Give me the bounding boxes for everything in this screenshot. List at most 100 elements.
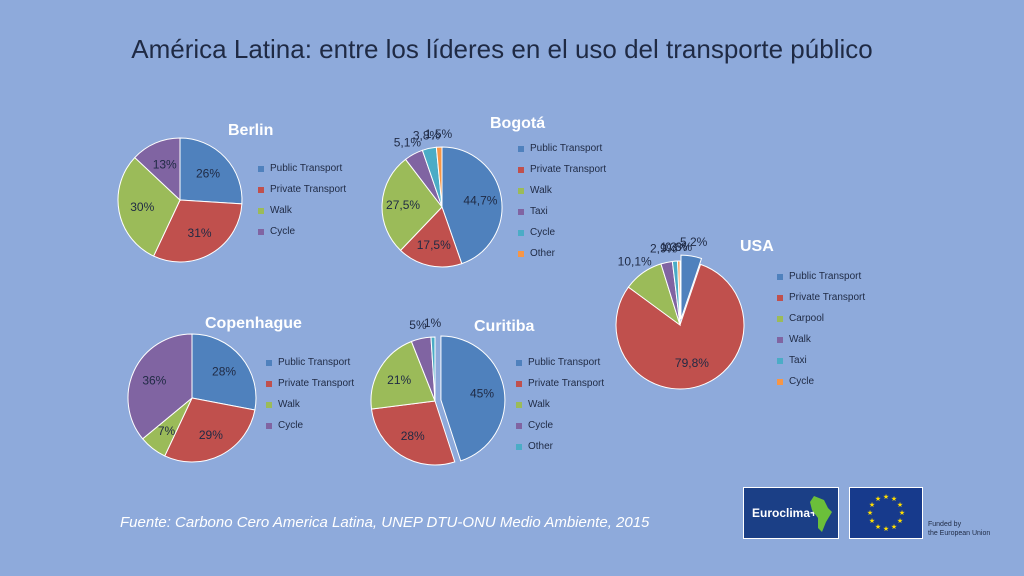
funded-line-1: Funded by (928, 521, 962, 528)
curitiba-legend-item: Cycle (516, 415, 604, 436)
curitiba-slice-walk (370, 340, 436, 410)
copenhague-legend-label: Private Transport (278, 378, 355, 389)
svg-text:★: ★ (883, 525, 889, 533)
curitiba-legend-item: Private Transport (516, 373, 604, 394)
pie-chart-bogota: 44,7% 17,5% 27,5% 5,1%3,8%1,5% (381, 127, 503, 268)
curitiba-legend-label: Private Transport (528, 378, 605, 389)
usa-data-label: 1,3% (660, 240, 688, 254)
usa-data-label: 5,2% (680, 235, 708, 249)
usa-slice-private-transport (615, 263, 745, 390)
curitiba-legend-label: Public Transport (528, 357, 601, 368)
svg-text:★: ★ (867, 509, 873, 517)
berlin-legend-item: Cycle (258, 221, 346, 242)
bogota-data-label: 44,7% (463, 193, 497, 207)
bogota-legend-label: Taxi (530, 206, 548, 217)
svg-text:★: ★ (875, 523, 881, 531)
euroclima-logo-text: Euroclima+ (752, 506, 818, 520)
curitiba-data-label: 1% (424, 316, 442, 330)
usa-data-label: 10,1% (618, 254, 652, 268)
bogota-slice-other (435, 146, 443, 208)
funded-by-eu-text: Funded by the European Union (928, 520, 1008, 538)
copenhague-legend-swatch (266, 359, 272, 366)
usa-legend-item: Cycle (777, 371, 865, 392)
usa-legend-item: Private Transport (777, 287, 865, 308)
copenhague-data-label: 36% (142, 373, 166, 387)
curitiba-legend-item: Public Transport (516, 352, 604, 373)
source-note: Fuente: Carbono Cero America Latina, UNE… (120, 514, 650, 531)
copenhague-legend-item: Public Transport (266, 352, 354, 373)
usa-legend-item: Taxi (777, 350, 865, 371)
legend-curitiba: Public Transport Private Transport Walk Cyc… (516, 352, 604, 457)
usa-legend-label: Walk (789, 334, 811, 345)
berlin-legend-item: Public Transport (258, 158, 346, 179)
bogota-legend-item: Cycle (518, 222, 606, 243)
svg-text:★: ★ (869, 517, 875, 525)
latin-america-map-icon (810, 496, 832, 532)
copenhague-slice-cycle (127, 333, 193, 440)
berlin-slice-public-transport (179, 137, 243, 205)
bogota-legend-swatch (518, 229, 524, 236)
pie-chart-berlin: 26% 31% 30% 13% (117, 137, 243, 263)
curitiba-slice-other (430, 336, 436, 402)
copenhague-slice-private-transport (164, 397, 256, 463)
usa-legend-swatch (777, 294, 783, 301)
curitiba-slice-private-transport (370, 400, 456, 466)
chart-title-usa: USA (740, 238, 774, 255)
copenhague-legend-label: Cycle (278, 420, 304, 431)
berlin-legend-item: Private Transport (258, 179, 346, 200)
bogota-legend-item: Taxi (518, 201, 606, 222)
svg-text:★: ★ (897, 517, 903, 525)
curitiba-slice-public-transport (440, 335, 506, 462)
usa-legend-item: Walk (777, 329, 865, 350)
bogota-legend-swatch (518, 145, 524, 152)
copenhague-legend-label: Walk (278, 399, 300, 410)
chart-title-curitiba: Curitiba (474, 318, 535, 335)
berlin-data-label: 30% (130, 200, 154, 214)
berlin-legend-label: Cycle (270, 226, 296, 237)
bogota-data-label: 5,1% (394, 136, 422, 150)
bogota-legend-swatch (518, 208, 524, 215)
usa-legend-swatch (777, 378, 783, 385)
legend-usa: Public Transport Private Transport Carpool… (777, 266, 865, 392)
svg-text:★: ★ (869, 501, 875, 509)
bogota-data-label: 27,5% (386, 198, 420, 212)
usa-legend-label: Public Transport (789, 271, 862, 282)
copenhague-legend-label: Public Transport (278, 357, 351, 368)
chart-title-copenhague: Copenhague (205, 315, 302, 332)
usa-legend-item: Public Transport (777, 266, 865, 287)
bogota-legend-item: Private Transport (518, 159, 606, 180)
bogota-legend-swatch (518, 166, 524, 173)
curitiba-legend-swatch (516, 401, 522, 408)
copenhague-legend-swatch (266, 422, 272, 429)
berlin-slice-walk (117, 156, 181, 257)
bogota-legend-item: Walk (518, 180, 606, 201)
slide-title: América Latina: entre los líderes en el … (131, 34, 873, 64)
legend-berlin: Public Transport Private Transport Walk Cyc… (258, 158, 346, 242)
legend-copenhague: Public Transport Private Transport Walk Cyc… (266, 352, 354, 436)
chart-title-bogota: Bogotá (490, 115, 546, 132)
copenhague-data-label: 29% (199, 428, 223, 442)
bogota-legend-label: Other (530, 248, 556, 259)
bogota-legend-label: Walk (530, 185, 552, 196)
bogota-data-label: 1,5% (425, 127, 453, 141)
bogota-data-label: 17,5% (417, 238, 451, 252)
bogota-legend-item: Public Transport (518, 138, 606, 159)
usa-legend-label: Carpool (789, 313, 825, 324)
usa-legend-item: Carpool (777, 308, 865, 329)
chart-title-berlin: Berlin (228, 122, 274, 139)
curitiba-legend-swatch (516, 359, 522, 366)
curitiba-data-label: 28% (401, 429, 425, 443)
bogota-legend-label: Private Transport (530, 164, 607, 175)
bogota-slice-public-transport (441, 146, 503, 265)
usa-legend-swatch (777, 357, 783, 364)
copenhague-legend-item: Private Transport (266, 373, 354, 394)
usa-legend-swatch (777, 315, 783, 322)
copenhague-legend-item: Cycle (266, 415, 354, 436)
svg-text:★: ★ (897, 501, 903, 509)
svg-text:★: ★ (883, 493, 889, 501)
euroclima-logo: Euroclima+ (743, 487, 839, 539)
copenhague-data-label: 7% (158, 424, 176, 438)
bogota-legend-label: Cycle (530, 227, 556, 238)
curitiba-legend-item: Walk (516, 394, 604, 415)
copenhague-slice-public-transport (191, 333, 257, 411)
